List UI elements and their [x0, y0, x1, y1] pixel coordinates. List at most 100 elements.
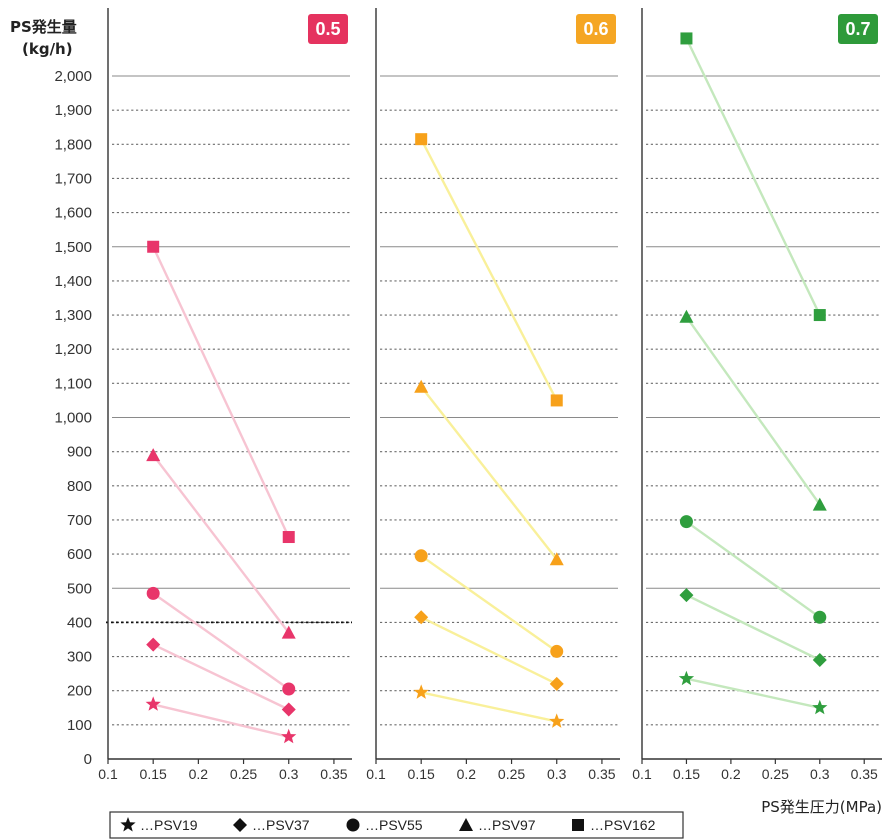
data-point-psv37	[549, 676, 564, 691]
data-point-psv19	[678, 670, 695, 686]
legend-label-psv55: …PSV55	[365, 817, 423, 833]
y-tick-label: 700	[67, 512, 92, 529]
x-tick-label: 0.1	[632, 766, 652, 782]
x-tick-label: 0.25	[230, 766, 257, 782]
y-tick-label: 600	[67, 546, 92, 563]
y-tick-label: 1,300	[54, 307, 92, 324]
legend-label-psv37: …PSV37	[252, 817, 310, 833]
x-tick-label: 0.35	[588, 766, 615, 782]
panel-0.6: 0.1 0.15 0.2 0.25 0.3 0.35 0.6	[366, 8, 620, 782]
series-line-psv37	[685, 594, 821, 662]
series-line-psv37	[420, 616, 558, 685]
series-line-psv97	[420, 386, 558, 560]
x-tick-label: 0.1	[366, 766, 386, 782]
y-tick-label: 100	[67, 717, 92, 734]
y-tick-label: 2,000	[54, 68, 92, 85]
data-point-psv37	[146, 637, 161, 652]
series-line-psv37	[152, 643, 290, 711]
x-tick-label: 0.2	[457, 766, 477, 782]
data-point-psv162	[147, 240, 160, 253]
data-point-psv55	[813, 610, 827, 624]
x-tick-label: 0.25	[762, 766, 789, 782]
y-tick-label: 1,400	[54, 273, 92, 290]
x-tick-label: 0.35	[851, 766, 878, 782]
data-point-psv19	[812, 699, 828, 715]
data-point-psv37	[812, 652, 827, 667]
data-point-psv97	[146, 448, 161, 462]
data-point-psv55	[282, 682, 296, 696]
panel-badge	[308, 14, 348, 44]
x-tick-label: 0.15	[140, 766, 167, 782]
y-tick-label: 1,000	[54, 410, 92, 427]
legend-label-psv162: …PSV162	[590, 817, 656, 833]
x-tick-label: 0.15	[408, 766, 435, 782]
y-tick-label: 0	[84, 751, 92, 768]
x-tick-label: 0.15	[673, 766, 700, 782]
legend-label-psv97: …PSV97	[478, 817, 536, 833]
data-point-psv162	[282, 531, 295, 544]
panel-0.5: 0.1 0.15 0.2 0.25 0.3 0.35 0.5	[98, 8, 352, 782]
panel-badge-label: 0.7	[845, 19, 870, 39]
y-axis-label-line1: PS発生量	[10, 18, 77, 36]
data-point-psv162	[550, 394, 563, 407]
x-tick-label: 0.3	[547, 766, 567, 782]
y-tick-label: 500	[67, 580, 92, 597]
series-line-psv55	[152, 592, 290, 690]
x-tick-label: 0.2	[721, 766, 741, 782]
series-line-psv162	[685, 37, 821, 316]
panel-0.7: 0.1 0.15 0.2 0.25 0.3 0.35 0.7	[632, 8, 882, 782]
data-point-psv97	[812, 497, 827, 511]
data-point-psv55	[414, 549, 428, 563]
y-tick-label: 1,700	[54, 170, 92, 187]
data-point-psv162	[680, 32, 693, 45]
chart-panels: 0.1 0.15 0.2 0.25 0.3 0.350.50.1 0.15 0.2 0.25 0.…	[98, 8, 882, 782]
data-point-psv97	[414, 379, 429, 393]
legend-box	[109, 811, 684, 839]
data-point-psv55	[550, 644, 564, 658]
series-line-psv55	[685, 520, 821, 619]
x-tick-label: 0.3	[810, 766, 830, 782]
data-point-psv19	[549, 713, 565, 728]
legend-symbol-psv37	[233, 818, 247, 832]
legend-symbol-psv97	[459, 818, 473, 831]
y-tick-label: 400	[67, 614, 92, 631]
y-tick-label: 900	[67, 444, 92, 461]
series-line-psv162	[420, 138, 558, 401]
x-axis-label: PS発生圧力(MPa)	[761, 798, 882, 816]
series-line-psv55	[420, 554, 558, 653]
data-point-psv19	[145, 696, 161, 711]
data-point-psv37	[679, 588, 694, 603]
y-tick-label: 1,100	[54, 375, 92, 392]
series-line-psv162	[152, 246, 290, 538]
data-point-psv55	[679, 515, 693, 529]
data-point-psv162	[415, 133, 428, 146]
y-axis-ticks: 0 100 200 300 400 500 600 700 800 900 1,000 1,100 1,…	[54, 68, 92, 768]
series-line-psv97	[152, 454, 290, 634]
panel-badge-label: 0.6	[583, 19, 608, 39]
data-point-psv97	[549, 552, 564, 566]
y-tick-label: 1,900	[54, 102, 92, 119]
data-point-psv19	[281, 728, 297, 744]
data-point-psv19	[413, 684, 429, 699]
y-axis-label-line2: (kg/h)	[22, 40, 73, 58]
y-tick-label: 300	[67, 649, 92, 666]
series-line-psv19	[686, 677, 821, 709]
x-tick-label: 0.1	[98, 766, 118, 782]
panel-badge-label: 0.5	[315, 19, 340, 39]
legend-label-psv19: …PSV19	[140, 817, 198, 833]
data-point-psv97	[679, 309, 694, 323]
panel-badge	[838, 14, 878, 44]
x-tick-label: 0.2	[189, 766, 209, 782]
legend-symbol-psv19	[120, 817, 136, 832]
panel-badge	[576, 14, 616, 44]
series-line-psv97	[685, 316, 821, 506]
series-line-psv19	[420, 691, 557, 723]
data-point-psv55	[146, 586, 160, 600]
legend-symbol-psv55	[346, 818, 360, 832]
y-tick-label: 1,800	[54, 136, 92, 153]
x-tick-label: 0.3	[279, 766, 299, 782]
legend: …PSV19 …PSV37 …PSV55 …PSV97 …PSV162	[109, 811, 684, 839]
x-tick-label: 0.25	[498, 766, 525, 782]
y-tick-label: 800	[67, 478, 92, 495]
y-tick-label: 1,500	[54, 239, 92, 256]
